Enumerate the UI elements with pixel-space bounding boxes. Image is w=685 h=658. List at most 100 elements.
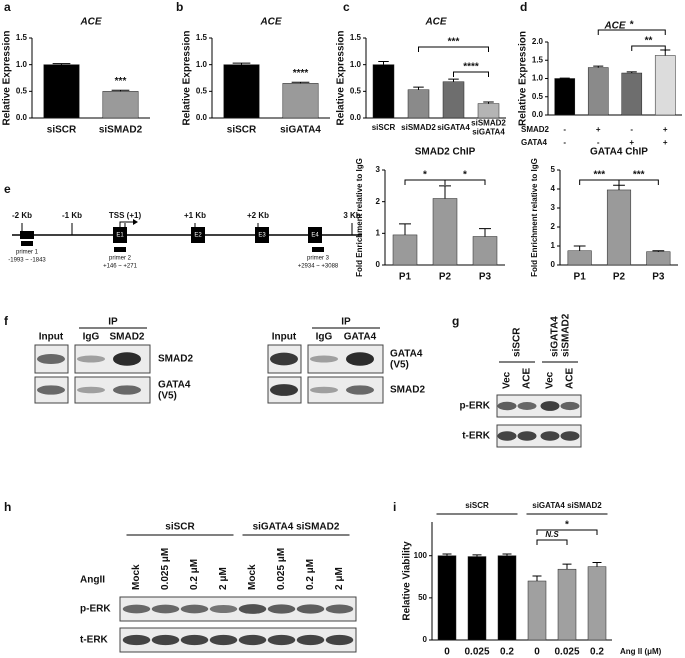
- y-tick-label: 0.0: [350, 113, 362, 122]
- blot-band: [296, 634, 325, 646]
- bar: [432, 198, 458, 266]
- primer: [312, 247, 324, 252]
- row-label: t-ERK: [80, 635, 109, 646]
- bracket: [404, 179, 446, 185]
- y-tick-label: 1.0: [196, 60, 208, 69]
- lane-label: IgG: [83, 332, 100, 343]
- factor-level: +: [663, 138, 668, 147]
- x-tick-label: 0.025: [554, 647, 579, 658]
- error-bar: [232, 62, 251, 65]
- lane-label: GATA4: [344, 332, 377, 343]
- panel-letter: e: [4, 182, 11, 196]
- x-tick-label: siSCR: [227, 125, 257, 136]
- blot-panel: [496, 394, 582, 418]
- x-tick-label: P3: [652, 272, 665, 283]
- blot-band: [238, 604, 267, 614]
- blot-band: [113, 385, 141, 395]
- position-label: +2 Kb: [247, 211, 269, 220]
- significance: N.S: [545, 530, 559, 539]
- significance: ***: [115, 76, 127, 87]
- bar: [606, 189, 632, 266]
- exon-label: E2: [194, 233, 202, 239]
- x-tick-label: siSMAD2: [99, 125, 143, 136]
- blot-panel: [496, 424, 582, 448]
- y-tick-label: 1.5: [350, 33, 362, 42]
- x-tick-label: siSCR: [372, 123, 396, 132]
- primer-name: primer 3: [307, 256, 330, 262]
- blot-band: [325, 604, 354, 614]
- x-tick-label: 0: [444, 647, 450, 658]
- bracket: [536, 529, 598, 535]
- primer: [114, 247, 126, 252]
- position-label: 3 Kb: [343, 211, 360, 220]
- error-bar: [442, 553, 452, 556]
- tss-arrow: [119, 221, 133, 227]
- significance: *: [565, 520, 569, 531]
- factor-level: -: [563, 125, 566, 134]
- blot-band: [37, 353, 65, 365]
- bar: [587, 67, 609, 116]
- blot-band: [113, 352, 141, 366]
- error-bar: [378, 60, 389, 65]
- y-tick-label: 2: [551, 222, 556, 231]
- exon-label: E4: [311, 233, 319, 239]
- error-bar: [592, 561, 602, 567]
- blot-band: [122, 634, 151, 646]
- blot-band: [497, 401, 517, 411]
- x-tick-label: P1: [399, 272, 412, 283]
- exon: [113, 227, 127, 243]
- position-label: TSS (+1): [109, 211, 142, 220]
- y-tick-label: 0.5: [532, 92, 544, 101]
- significance: ****: [463, 62, 479, 73]
- bracket: [418, 46, 489, 52]
- y-tick-label: 5: [551, 165, 556, 174]
- blot-panel: [307, 376, 384, 404]
- y-tick-label: 0.5: [350, 86, 362, 95]
- bar: [223, 64, 260, 119]
- panel-letter: a: [4, 0, 11, 14]
- lane-label: 2 μM: [334, 567, 345, 590]
- blot-band: [560, 401, 580, 411]
- bar: [472, 236, 498, 266]
- blot-band: [296, 604, 325, 614]
- blot-band: [267, 634, 296, 646]
- row-label: p-ERK: [80, 604, 111, 615]
- bar: [621, 72, 643, 116]
- y-tick-label: 0.5: [16, 86, 28, 95]
- blot-band: [517, 431, 537, 441]
- group-label: siGATA4 siSMAD2: [253, 522, 340, 533]
- factor-level: -: [597, 138, 600, 147]
- y-tick-label: 1: [376, 228, 381, 237]
- error-bar: [562, 563, 572, 570]
- bar: [43, 64, 80, 119]
- x-tick-label: 0.2: [500, 647, 514, 658]
- ip-label: IP: [341, 317, 351, 328]
- bar: [557, 568, 577, 641]
- blot-band: [180, 604, 209, 614]
- y-tick-label: 1.0: [532, 74, 544, 83]
- blot-band: [270, 352, 298, 366]
- x-tick-label: siGATA4: [280, 125, 321, 136]
- bar: [477, 103, 500, 119]
- y-axis-label: Fold Enrichment relative to IgG: [355, 158, 364, 277]
- significance: ***: [633, 170, 645, 181]
- bar: [646, 251, 671, 266]
- lane-label: Vec: [502, 371, 513, 389]
- row-label: t-ERK: [462, 431, 491, 442]
- y-axis-label: Relative Expression: [182, 30, 193, 125]
- y-tick-label: 1.5: [16, 33, 28, 42]
- chart-title: ACE: [603, 21, 625, 32]
- tss-head: [133, 219, 138, 225]
- significance: ***: [448, 37, 460, 48]
- y-tick-label: 3: [551, 203, 556, 212]
- blot-band: [209, 604, 238, 614]
- error-bar: [472, 554, 482, 557]
- x-tick-label: 0: [534, 647, 540, 658]
- blot-band: [122, 604, 151, 614]
- lane-label: ACE: [522, 368, 533, 389]
- blot-band: [540, 401, 560, 411]
- bar: [554, 78, 576, 116]
- chart-title: ACE: [424, 17, 446, 28]
- lane-label: Mock: [131, 564, 142, 590]
- primer: [21, 241, 33, 246]
